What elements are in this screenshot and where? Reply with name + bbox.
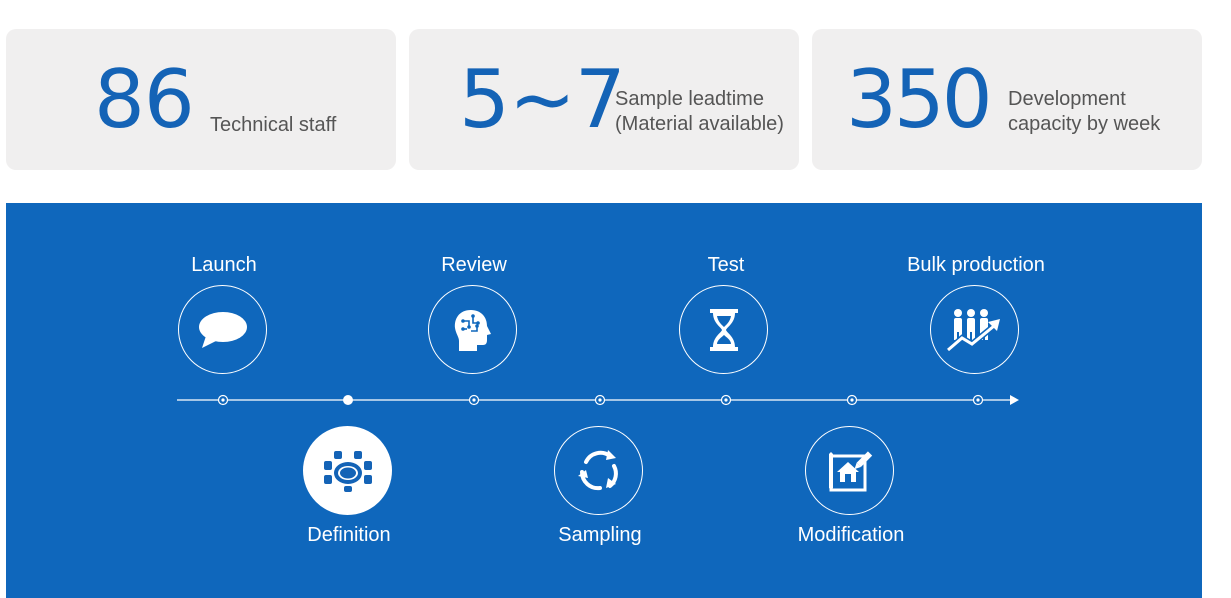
hourglass-icon	[709, 308, 738, 351]
step-launch: Launch	[124, 253, 324, 277]
stat-label-line1: Development	[1008, 88, 1126, 110]
stat-number: 86	[94, 52, 195, 146]
step-modification-circle	[805, 426, 894, 515]
blueprint-edit-icon	[828, 450, 872, 491]
stat-card-sample-leadtime: 5~7 Sample leadtime (Material available)	[409, 29, 799, 170]
stat-number: 5~7	[459, 52, 626, 146]
stat-label: Technical staff	[210, 114, 337, 136]
refresh-cycle-icon	[577, 449, 618, 490]
step-label: Bulk production	[907, 254, 1045, 276]
step-test: Test	[626, 253, 826, 277]
speech-bubble-icon	[198, 311, 247, 348]
timeline-arrow	[177, 394, 1019, 406]
stat-label-line2: capacity by week	[1008, 113, 1161, 135]
step-bulk-production: Bulk production	[876, 253, 1076, 277]
step-label: Test	[707, 254, 745, 276]
step-review-circle	[428, 285, 517, 374]
stat-card-development-capacity: 350 Development capacity by week	[812, 29, 1202, 170]
step-label: Sampling	[558, 524, 642, 546]
brain-head-icon	[454, 309, 491, 351]
step-definition: Definition	[249, 523, 449, 547]
growth-team-icon	[945, 308, 1000, 352]
step-label: Launch	[191, 254, 257, 276]
stat-card-technical-staff: 86 Technical staff	[6, 29, 396, 170]
step-definition-circle	[303, 426, 392, 515]
step-test-circle	[679, 285, 768, 374]
stat-label-line1: Sample leadtime	[615, 88, 764, 110]
process-panel: Launch Review Test	[6, 203, 1202, 598]
stat-number: 350	[846, 52, 993, 146]
stat-label-line2: (Material available)	[615, 113, 784, 135]
step-label: Review	[441, 254, 507, 276]
step-launch-circle	[178, 285, 267, 374]
step-bulk-production-circle	[930, 285, 1019, 374]
meeting-table-icon	[323, 450, 372, 492]
step-sampling: Sampling	[500, 523, 700, 547]
step-review: Review	[374, 253, 574, 277]
step-sampling-circle	[554, 426, 643, 515]
timeline-dots	[217, 394, 984, 406]
step-label: Modification	[797, 524, 905, 546]
step-modification: Modification	[751, 523, 951, 547]
step-label: Definition	[307, 524, 391, 546]
